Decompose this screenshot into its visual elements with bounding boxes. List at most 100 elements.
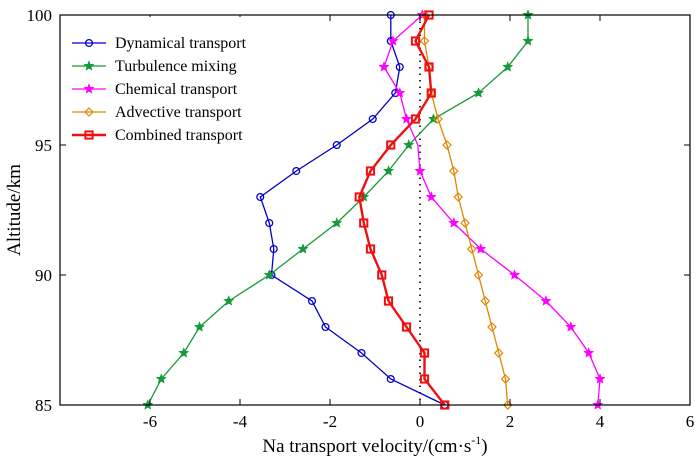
- data-point-advective-transport: [487, 322, 497, 332]
- legend-label-combined-transport: Combined transport: [115, 127, 243, 144]
- data-point-chemical-transport: [475, 243, 487, 254]
- data-point-combined-transport: [401, 322, 412, 332]
- data-point-combined-transport: [410, 114, 421, 124]
- data-point-turbulence-mixing: [522, 35, 534, 46]
- data-point-chemical-transport: [387, 35, 399, 46]
- series-line-advective-transport: [423, 15, 509, 406]
- x-axis-title-main: Na transport velocity/(cm·s: [262, 436, 471, 457]
- data-point-dynamical-transport: [368, 114, 377, 124]
- data-point-combined-transport: [365, 244, 376, 254]
- legend-marker-combined-transport: [84, 130, 94, 140]
- x-tick-label: 0: [416, 412, 425, 431]
- data-point-chemical-transport: [425, 191, 437, 202]
- data-point-turbulence-mixing: [472, 87, 485, 98]
- data-point-turbulence-mixing: [193, 321, 206, 332]
- series-advective-transport: [419, 10, 513, 410]
- data-point-advective-transport: [448, 166, 459, 176]
- y-tick-label: 85: [35, 396, 52, 415]
- data-point-turbulence-mixing: [382, 165, 395, 176]
- data-point-combined-transport: [383, 296, 394, 306]
- data-point-dynamical-transport: [307, 296, 317, 306]
- x-tick-label: 2: [506, 412, 515, 431]
- data-point-advective-transport: [433, 114, 443, 124]
- data-point-combined-transport: [410, 36, 421, 46]
- data-point-combined-transport: [354, 192, 364, 202]
- data-point-dynamical-transport: [395, 62, 404, 72]
- data-point-chemical-transport: [394, 87, 406, 98]
- legend: Dynamical transport Turbulence mixing Chem…: [66, 17, 274, 144]
- series-line-dynamical-transport: [259, 15, 446, 406]
- data-point-advective-transport: [493, 348, 504, 358]
- data-point-dynamical-transport: [265, 218, 274, 228]
- x-axis-title-superscript: -1: [471, 433, 481, 447]
- data-point-chemical-transport: [583, 347, 595, 358]
- x-tick-label: 6: [686, 412, 695, 431]
- legend-item-combined-transport: Combined transport: [72, 127, 243, 144]
- data-point-advective-transport: [473, 270, 484, 280]
- data-point-chemical-transport: [508, 269, 521, 280]
- legend-marker-dynamical-transport: [84, 38, 94, 48]
- series-line-turbulence-mixing: [147, 15, 529, 406]
- data-point-turbulence-mixing: [502, 61, 514, 72]
- data-point-turbulence-mixing: [263, 269, 275, 280]
- series-line-combined-transport: [358, 14, 446, 406]
- legend-label-turbulence-mixing: Turbulence mixing: [115, 58, 237, 75]
- x-tick-label: -6: [143, 412, 157, 431]
- data-point-advective-transport: [460, 218, 470, 228]
- legend-item-chemical-transport: Chemical transport: [72, 81, 238, 98]
- series-line-chemical-transport: [383, 14, 601, 406]
- data-point-combined-transport: [419, 348, 430, 358]
- x-axis-title: Na transport velocity/(cm·s-1): [262, 433, 487, 457]
- data-point-advective-transport: [442, 140, 452, 150]
- data-point-dynamical-transport: [256, 192, 265, 202]
- data-point-dynamical-transport: [357, 348, 366, 358]
- y-tick-label: 90: [35, 266, 52, 285]
- legend-marker-advective-transport: [84, 107, 94, 117]
- data-point-turbulence-mixing: [297, 243, 309, 254]
- data-point-advective-transport: [480, 296, 491, 306]
- data-point-combined-transport: [426, 88, 436, 98]
- legend-label-dynamical-transport: Dynamical transport: [115, 35, 247, 52]
- data-point-combined-transport: [424, 62, 434, 72]
- legend-item-advective-transport: Advective transport: [72, 104, 242, 121]
- data-point-turbulence-mixing: [403, 139, 415, 150]
- data-point-combined-transport: [377, 270, 387, 280]
- data-point-dynamical-transport: [321, 322, 330, 332]
- legend-box: [66, 17, 274, 134]
- data-point-chemical-transport: [378, 61, 390, 72]
- y-tick-label: 95: [35, 136, 52, 155]
- data-point-chemical-transport: [565, 321, 577, 332]
- x-axis-title-close: ): [481, 436, 487, 457]
- data-point-turbulence-mixing: [223, 295, 235, 306]
- data-point-chemical-transport: [414, 165, 426, 176]
- x-tick-label: -2: [323, 412, 337, 431]
- axis-ticks: -6 -4 -2 0 2 4 6 85 90 95 100: [27, 6, 695, 431]
- x-tick-label: -4: [233, 412, 248, 431]
- y-tick-label: 100: [27, 6, 53, 25]
- data-point-chemical-transport: [448, 217, 460, 228]
- data-point-advective-transport: [466, 244, 477, 254]
- data-point-combined-transport: [386, 140, 396, 150]
- data-point-advective-transport: [419, 36, 430, 46]
- data-point-advective-transport: [453, 192, 464, 202]
- series-combined-transport: [354, 10, 450, 410]
- y-axis-title: Altitude/km: [4, 164, 25, 256]
- data-point-combined-transport: [359, 218, 369, 228]
- data-point-dynamical-transport: [332, 140, 341, 150]
- data-point-turbulence-mixing: [155, 373, 167, 384]
- legend-marker-chemical-transport: [83, 83, 95, 94]
- x-tick-label: 4: [596, 412, 605, 431]
- data-point-dynamical-transport: [386, 374, 395, 384]
- data-point-chemical-transport: [594, 373, 606, 384]
- data-point-chemical-transport: [540, 295, 552, 306]
- legend-item-dynamical-transport: Dynamical transport: [72, 35, 247, 52]
- legend-label-advective-transport: Advective transport: [115, 104, 242, 121]
- data-point-turbulence-mixing: [178, 347, 190, 358]
- data-point-advective-transport: [500, 374, 511, 384]
- data-point-dynamical-transport: [292, 166, 301, 176]
- legend-label-chemical-transport: Chemical transport: [115, 81, 238, 98]
- data-point-combined-transport: [419, 374, 430, 384]
- series-dynamical-transport: [256, 10, 449, 410]
- legend-marker-turbulence-mixing: [83, 60, 95, 71]
